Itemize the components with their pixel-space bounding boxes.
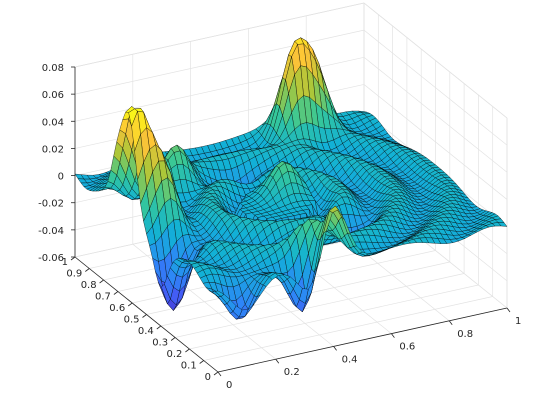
x-tick-label: 0.8: [457, 329, 473, 340]
y-tick-label: 0.8: [81, 280, 97, 291]
y-tick-label: 0: [205, 372, 211, 383]
y-tick-mark: [170, 337, 176, 341]
z-tick-label: 0.08: [42, 63, 64, 74]
z-tick-label: 0.06: [42, 90, 64, 101]
y-tick-mark: [113, 291, 119, 295]
y-tick-label: 0.6: [109, 303, 125, 314]
y-tick-mark: [85, 268, 90, 272]
x-tick-label: 0.2: [284, 367, 300, 378]
wall-grid-line-z: [74, 2, 365, 68]
x-tick-mark: [506, 307, 511, 313]
x-tick-mark: [217, 371, 222, 377]
x-tick-label: 1: [515, 316, 521, 327]
z-tick-label: 0.02: [42, 144, 64, 155]
y-tick-mark: [185, 348, 190, 353]
side-grid-line-z: [363, 84, 508, 200]
side-grid-line-z: [363, 57, 508, 173]
y-tick-label: 0.3: [152, 338, 168, 349]
y-tick-mark: [127, 302, 133, 307]
y-tick-label: 0.5: [124, 315, 140, 326]
z-tick-label: -0.06: [38, 253, 64, 264]
x-tick-label: 0: [226, 380, 232, 391]
y-tick-mark: [199, 360, 204, 364]
floor-grid-line-y: [175, 273, 465, 338]
y-tick-mark: [142, 314, 147, 318]
tick-labels: 00.20.40.60.8100.10.20.30.40.50.60.70.80…: [38, 63, 521, 391]
y-tick-label: 0.7: [95, 292, 111, 303]
y-tick-label: 1: [62, 257, 68, 268]
y-tick-mark: [213, 371, 219, 376]
y-tick-label: 0.1: [181, 361, 197, 372]
surface-mesh: [74, 37, 508, 320]
z-tick-label: 0: [58, 172, 64, 183]
x-tick-label: 0.4: [342, 354, 358, 365]
z-tick-label: -0.02: [38, 199, 64, 210]
x-tick-label: 0.6: [399, 342, 415, 353]
x-tick-mark: [275, 358, 280, 364]
floor-grid-line-y: [189, 284, 479, 350]
y-tick-label: 0.2: [166, 349, 182, 360]
floor-grid-line-y: [203, 296, 493, 361]
x-tick-mark: [333, 346, 337, 351]
z-tick-label: -0.04: [38, 226, 64, 237]
side-grid-line-z: [363, 29, 508, 146]
wall-grid-line-z: [74, 29, 365, 95]
side-grid-line-z: [363, 2, 508, 119]
y-tick-mark: [99, 279, 104, 284]
y-tick-mark: [70, 256, 76, 261]
x-axis-line: [217, 307, 508, 373]
y-tick-mark: [156, 325, 162, 330]
surface-face: [214, 290, 225, 297]
y-tick-label: 0.9: [66, 269, 82, 280]
x-tick-mark: [448, 320, 453, 326]
x-tick-mark: [391, 333, 395, 338]
z-tick-label: 0.04: [42, 117, 64, 128]
y-tick-label: 0.4: [138, 326, 154, 337]
